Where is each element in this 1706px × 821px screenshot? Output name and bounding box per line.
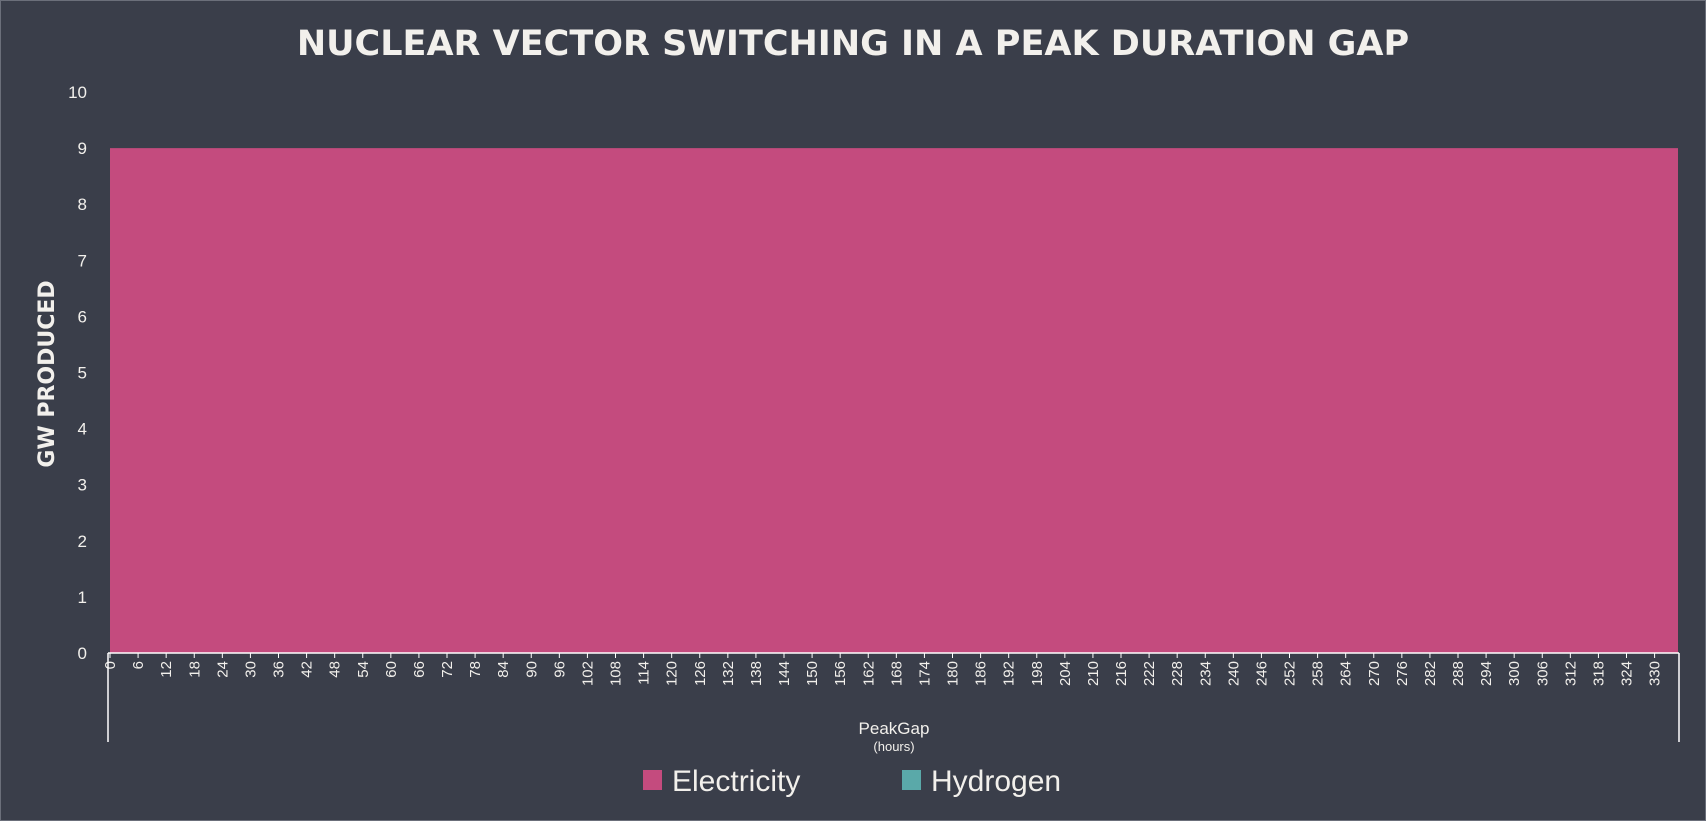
x-tick-label: 144 xyxy=(776,661,793,686)
x-tick-label: 192 xyxy=(1001,661,1018,686)
x-tick-label: 30 xyxy=(242,661,259,678)
x-tick-label: 156 xyxy=(832,661,849,686)
y-tick-label: 1 xyxy=(78,588,87,607)
x-tick-label: 6 xyxy=(130,661,147,669)
x-tick-label: 270 xyxy=(1366,661,1383,686)
y-tick-label: 9 xyxy=(78,139,87,158)
x-tick-label: 120 xyxy=(664,661,681,686)
x-tick-label: 114 xyxy=(636,661,653,685)
chart-title: NUCLEAR VECTOR SWITCHING IN A PEAK DURAT… xyxy=(297,24,1409,64)
x-axis-ticks: 0 6 12 18 24 30 36 42 48 54 60 66 72 78 84 90 96 102 108 11… xyxy=(102,653,1664,686)
y-axis-ticks: 0 1 2 3 4 5 6 7 8 9 10 xyxy=(68,83,87,663)
x-tick-label: 264 xyxy=(1338,661,1355,686)
x-tick-label: 228 xyxy=(1169,661,1186,686)
x-tick-label: 78 xyxy=(467,661,484,678)
x-tick-label: 42 xyxy=(299,661,316,678)
x-tick-label: 84 xyxy=(495,661,512,678)
x-tick-label: 108 xyxy=(608,661,625,686)
x-tick-label: 150 xyxy=(804,661,821,686)
x-tick-label: 258 xyxy=(1310,661,1327,686)
x-tick-label: 240 xyxy=(1225,661,1242,686)
y-tick-label: 8 xyxy=(78,195,87,214)
x-tick-label: 96 xyxy=(551,661,568,678)
x-tick-label: 54 xyxy=(355,661,372,678)
x-tick-label: 204 xyxy=(1057,661,1074,686)
y-tick-label: 6 xyxy=(78,307,87,326)
x-tick-label: 162 xyxy=(860,661,877,686)
x-tick-label: 18 xyxy=(186,661,203,678)
x-tick-label: 324 xyxy=(1619,661,1636,686)
x-tick-label: 288 xyxy=(1450,661,1467,686)
x-tick-label: 48 xyxy=(327,661,344,678)
x-tick-label: 12 xyxy=(158,661,175,678)
x-tick-label: 0 xyxy=(102,661,119,669)
x-tick-label: 318 xyxy=(1590,661,1607,686)
x-tick-label: 126 xyxy=(692,661,709,686)
x-tick-label: 306 xyxy=(1534,661,1551,686)
legend-label-hydrogen: Hydrogen xyxy=(931,765,1061,798)
x-tick-label: 276 xyxy=(1394,661,1411,686)
x-axis-label: PeakGap xyxy=(859,719,930,738)
x-tick-label: 312 xyxy=(1562,661,1579,686)
y-axis-label: GW PRODUCED xyxy=(35,280,60,467)
x-tick-label: 210 xyxy=(1085,661,1102,686)
x-tick-label: 36 xyxy=(271,661,288,678)
x-tick-label: 222 xyxy=(1141,661,1158,686)
x-tick-label: 168 xyxy=(888,661,905,686)
x-tick-label: 294 xyxy=(1478,661,1495,686)
y-tick-label: 4 xyxy=(78,420,87,439)
x-tick-label: 330 xyxy=(1647,661,1664,686)
x-tick-label: 138 xyxy=(748,661,765,686)
legend-swatch-hydrogen xyxy=(902,770,921,790)
x-tick-label: 60 xyxy=(383,661,400,678)
x-axis-unit: (hours) xyxy=(873,739,914,754)
y-tick-label: 0 xyxy=(78,644,87,663)
x-tick-label: 24 xyxy=(214,661,231,678)
x-tick-label: 174 xyxy=(916,661,933,686)
x-tick-label: 90 xyxy=(523,661,540,678)
legend-label-electricity: Electricity xyxy=(672,765,800,798)
legend-swatch-electricity xyxy=(643,770,662,790)
plot-area xyxy=(110,148,1678,653)
y-tick-label: 3 xyxy=(78,476,87,495)
y-tick-label: 5 xyxy=(78,364,87,383)
x-tick-label: 216 xyxy=(1113,661,1130,686)
area-series-electricity xyxy=(110,148,1678,653)
legend: Electricity Hydrogen xyxy=(643,765,1061,798)
x-tick-label: 198 xyxy=(1029,661,1046,686)
x-tick-label: 234 xyxy=(1197,661,1214,686)
x-tick-label: 66 xyxy=(411,661,428,678)
x-tick-label: 72 xyxy=(439,661,456,678)
x-tick-label: 102 xyxy=(579,661,596,686)
x-tick-label: 186 xyxy=(973,661,990,686)
y-tick-label: 7 xyxy=(78,251,87,270)
x-tick-label: 180 xyxy=(945,661,962,686)
y-tick-label: 10 xyxy=(68,83,87,102)
x-tick-label: 282 xyxy=(1422,661,1439,686)
y-tick-label: 2 xyxy=(78,532,87,551)
x-tick-label: 300 xyxy=(1506,661,1523,686)
x-tick-label: 252 xyxy=(1282,661,1299,686)
x-tick-label: 132 xyxy=(720,661,737,686)
x-tick-label: 246 xyxy=(1253,661,1270,686)
